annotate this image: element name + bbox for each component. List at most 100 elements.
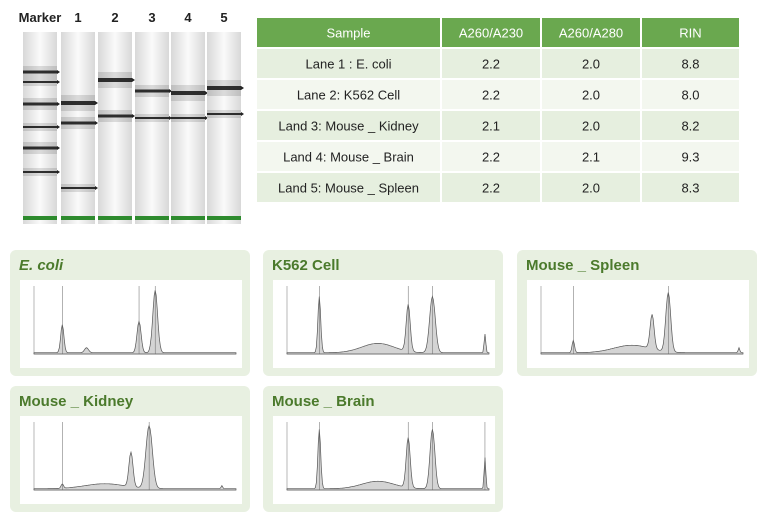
marker-band xyxy=(171,216,205,220)
plot-area xyxy=(273,416,495,504)
trace xyxy=(33,424,237,491)
cell-text: 9.3 xyxy=(681,150,699,165)
band xyxy=(61,101,95,105)
band xyxy=(23,146,57,150)
band xyxy=(61,121,95,125)
plot-area xyxy=(273,280,495,368)
trace xyxy=(286,429,490,491)
panel-title: Mouse _ Spleen xyxy=(526,257,639,274)
band-tick xyxy=(205,116,208,120)
lane-label: 5 xyxy=(220,10,227,25)
band-tick xyxy=(57,146,60,150)
band-tick xyxy=(169,89,172,93)
trace xyxy=(286,295,490,355)
cell xyxy=(640,47,741,80)
cell-text: 2.0 xyxy=(582,119,600,134)
band xyxy=(135,89,169,93)
table: Sample A260/A230 A260/A280 RIN Lane 1 : E. c… xyxy=(255,16,741,204)
cell-text: 2.2 xyxy=(482,150,500,165)
band-tick xyxy=(95,121,98,125)
cell xyxy=(440,47,542,80)
cell xyxy=(540,78,642,111)
cell xyxy=(440,140,542,173)
cell xyxy=(255,109,442,142)
header-cell xyxy=(640,16,741,49)
band xyxy=(207,86,241,90)
panel-title: Mouse _ Brain xyxy=(272,393,375,410)
cell-text: Land 4: Mouse _ Brain xyxy=(283,150,414,165)
lane xyxy=(61,32,95,224)
marker-band xyxy=(207,216,241,220)
header-text: A260/A280 xyxy=(559,26,623,41)
cell-text: 8.8 xyxy=(681,57,699,72)
cell-text: 8.2 xyxy=(681,119,699,134)
cell-text: 2.2 xyxy=(482,57,500,72)
lane-label: 3 xyxy=(148,10,155,25)
marker-band xyxy=(98,216,132,220)
band xyxy=(135,117,169,119)
band xyxy=(207,113,241,115)
cell xyxy=(440,78,542,111)
band xyxy=(23,81,57,83)
marker-band xyxy=(61,216,95,220)
cell xyxy=(540,171,642,204)
cell-text: Lane 1 : E. coli xyxy=(306,57,392,72)
band xyxy=(23,126,57,128)
cell-text: 2.0 xyxy=(582,181,600,196)
lane-label: 1 xyxy=(74,10,81,25)
band xyxy=(98,114,132,118)
gel-image: Marker 1 2 3 4 5 xyxy=(19,10,244,224)
trace xyxy=(33,290,237,355)
lane xyxy=(135,32,169,224)
marker-band xyxy=(135,216,169,220)
trace xyxy=(540,292,744,355)
band xyxy=(23,70,57,74)
cell-text: 2.2 xyxy=(482,88,500,103)
cell xyxy=(255,140,442,173)
lane xyxy=(98,32,132,224)
cell xyxy=(540,109,642,142)
band-tick xyxy=(241,112,244,116)
band-tick xyxy=(57,170,60,174)
cell xyxy=(255,78,442,111)
cell-text: 2.2 xyxy=(482,181,500,196)
cell-text: 2.1 xyxy=(482,119,500,134)
cell xyxy=(640,171,741,204)
panel-title: E. coli xyxy=(19,257,64,274)
band xyxy=(61,187,95,189)
band-tick xyxy=(57,102,60,106)
cell-text: 8.0 xyxy=(681,88,699,103)
lane-label: 4 xyxy=(184,10,192,25)
band-tick xyxy=(132,114,135,118)
panels: E. coli K562 Cell Mouse _ Spleen Mouse _ Ki… xyxy=(10,250,757,512)
header-cell xyxy=(440,16,542,49)
band-tick xyxy=(95,186,98,190)
band-tick xyxy=(57,80,60,84)
header-text: A260/A230 xyxy=(459,26,523,41)
band xyxy=(23,102,57,106)
cell-text: 2.0 xyxy=(582,88,600,103)
header-text: RIN xyxy=(679,26,701,41)
cell-text: Land 3: Mouse _ Kidney xyxy=(278,119,419,134)
band xyxy=(171,117,205,119)
band xyxy=(171,91,205,95)
cell xyxy=(540,140,642,173)
cell-text: 8.3 xyxy=(681,181,699,196)
cell-text: Lane 2: K562 Cell xyxy=(297,88,400,103)
band-tick xyxy=(169,116,172,120)
cell-text: 2.1 xyxy=(582,150,600,165)
lane-label: Marker xyxy=(19,10,62,25)
band-tick xyxy=(57,70,60,74)
band-tick xyxy=(241,86,244,90)
cell xyxy=(640,140,741,173)
cell xyxy=(640,78,741,111)
marker-band xyxy=(23,216,57,220)
band-tick xyxy=(95,101,98,105)
band-tick xyxy=(205,91,208,95)
band xyxy=(23,171,57,173)
cell-text: Land 5: Mouse _ Spleen xyxy=(278,181,419,196)
band-tick xyxy=(132,78,135,82)
lane-label: 2 xyxy=(111,10,118,25)
lane xyxy=(207,32,241,224)
